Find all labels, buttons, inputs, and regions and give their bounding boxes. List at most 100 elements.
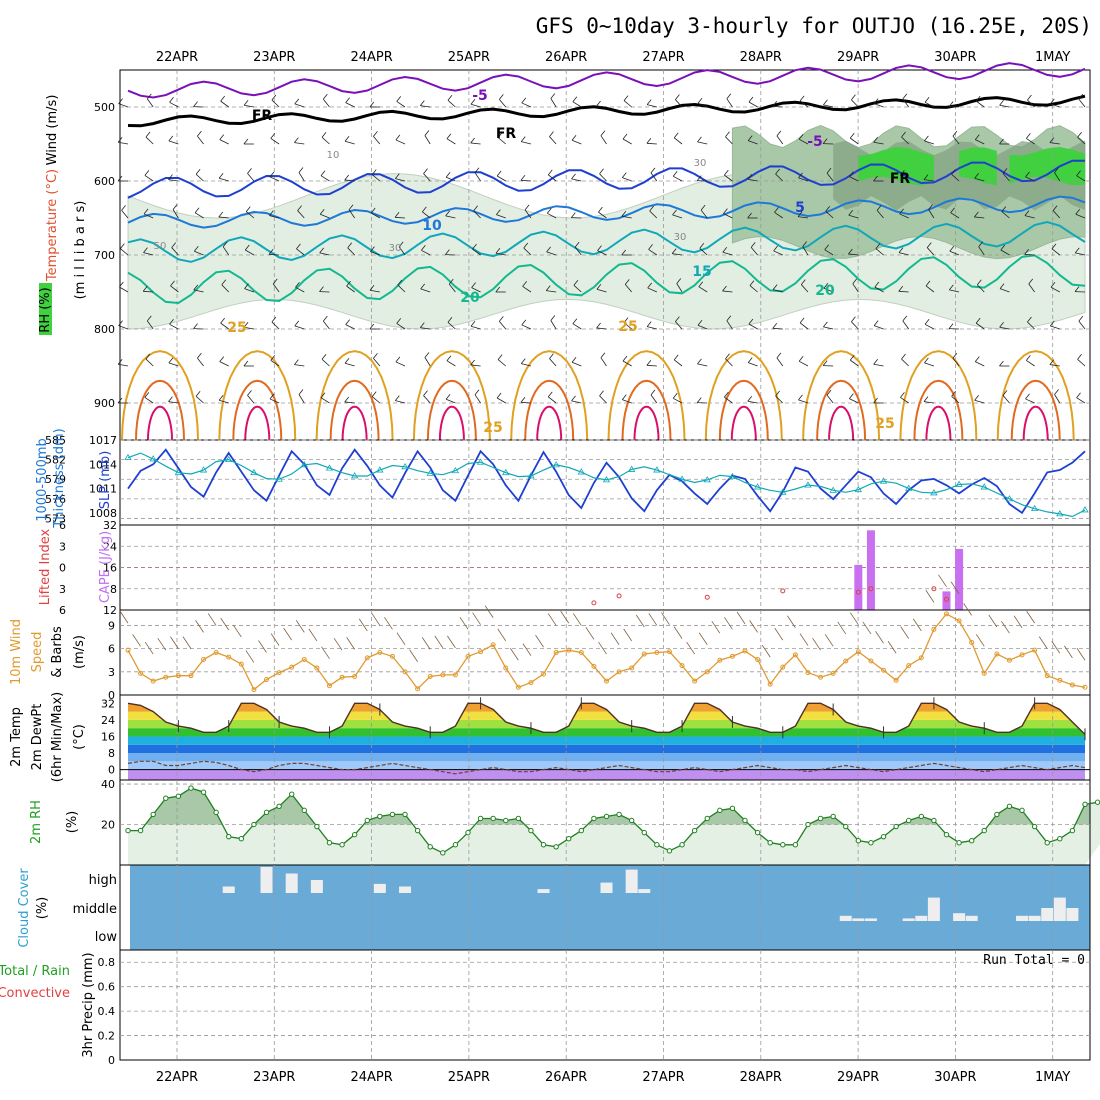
wind-barb-flag bbox=[650, 389, 656, 396]
wind-barb-flag bbox=[873, 359, 878, 365]
wind-speed-point bbox=[251, 687, 257, 693]
surface-wind-barb bbox=[875, 631, 884, 644]
wind-barb-flag bbox=[675, 316, 680, 322]
wind-barb-flag bbox=[697, 98, 703, 104]
wind-barb-flag bbox=[697, 320, 703, 326]
thickness-marker bbox=[325, 464, 334, 471]
rh-point bbox=[477, 815, 484, 822]
li-point bbox=[855, 589, 861, 595]
warm-isotherm bbox=[341, 405, 368, 441]
wind-barb bbox=[272, 283, 280, 293]
wind-barb-flag bbox=[621, 211, 627, 217]
wind-barb-flag bbox=[776, 352, 782, 359]
wind-barb bbox=[168, 362, 179, 367]
wind-barb bbox=[722, 251, 733, 256]
wind-barb-flag bbox=[978, 241, 983, 247]
rh-area-light bbox=[128, 788, 1100, 865]
wind-barb bbox=[1028, 283, 1035, 293]
date-label-top: 29APR bbox=[837, 50, 879, 65]
wind-barb-flag bbox=[851, 94, 856, 101]
wind-barb bbox=[319, 252, 330, 256]
thickness-tick: 579 bbox=[45, 473, 66, 486]
thickness-marker bbox=[728, 472, 737, 480]
wind-barb bbox=[398, 246, 406, 256]
wind-barb bbox=[370, 212, 381, 219]
wind-barb-flag bbox=[999, 360, 1004, 367]
rh-point bbox=[326, 840, 333, 846]
wind-barb-flag bbox=[247, 168, 252, 174]
wind-barb-flag bbox=[445, 210, 450, 217]
wind-barb-flag bbox=[1054, 389, 1059, 395]
li-point bbox=[704, 594, 710, 600]
wind-barb-flag bbox=[145, 131, 151, 138]
thickness-marker bbox=[879, 477, 888, 484]
wind-barb bbox=[899, 213, 909, 219]
wind-speed-point bbox=[818, 674, 824, 680]
wind-barb bbox=[472, 248, 481, 256]
surface-wind-barb bbox=[623, 628, 633, 642]
cape-tick: 16 bbox=[103, 562, 117, 575]
wind-barb bbox=[775, 173, 784, 182]
wind-barb bbox=[168, 140, 179, 145]
rh-point bbox=[868, 840, 874, 846]
rh-point bbox=[729, 805, 736, 812]
wind-speed-point bbox=[629, 665, 635, 671]
wind-barb bbox=[999, 104, 1010, 108]
wind-barb-flag bbox=[849, 171, 854, 177]
wind-barb bbox=[1054, 172, 1061, 182]
slp-tick: 1017 bbox=[89, 434, 117, 447]
thickness-marker bbox=[905, 484, 913, 491]
wind-barb-flag bbox=[646, 360, 652, 366]
wind-barb bbox=[520, 401, 531, 404]
wind-barb-flag bbox=[422, 206, 427, 213]
warm-isotherm bbox=[426, 379, 477, 441]
wind-barb bbox=[294, 103, 305, 108]
rh-point bbox=[566, 835, 572, 842]
wind-barb-flag bbox=[672, 393, 678, 399]
rh-contour-label: 30 bbox=[694, 158, 707, 169]
wind-speed-point bbox=[326, 683, 332, 689]
wind-speed-point bbox=[163, 674, 169, 680]
surface-wind-barb bbox=[232, 624, 242, 638]
temp-tick: 16 bbox=[101, 730, 115, 743]
wind-barb bbox=[245, 249, 255, 256]
wind-speed-point bbox=[138, 670, 144, 676]
wind-barb-flag bbox=[320, 392, 326, 398]
wind-barb-flag bbox=[1049, 137, 1055, 143]
wind-barb bbox=[725, 358, 733, 367]
wind-barb bbox=[848, 214, 859, 219]
wind-speed-point bbox=[402, 669, 408, 675]
wind-barb bbox=[697, 363, 708, 367]
warm-isotherm bbox=[633, 405, 660, 441]
wind-barb bbox=[898, 252, 909, 256]
contour-label: 20 bbox=[460, 290, 480, 306]
wind-speed-point bbox=[717, 657, 723, 663]
surface-wind-barb bbox=[497, 628, 507, 642]
wind-barb bbox=[221, 284, 230, 293]
rh-point bbox=[389, 811, 396, 818]
wind-barb-flag bbox=[373, 353, 378, 359]
wind-barb bbox=[344, 362, 355, 367]
wind-speed-point bbox=[578, 650, 584, 655]
wind-barb-flag bbox=[1077, 132, 1082, 138]
wind-barb-flag bbox=[647, 282, 653, 289]
wind-speed-point bbox=[352, 673, 358, 679]
wind-barb-flag bbox=[298, 167, 304, 173]
thickness-marker bbox=[678, 475, 686, 482]
high-cloud-bar bbox=[310, 880, 323, 893]
wind-barb-flag bbox=[347, 242, 353, 249]
wind-barb-flag bbox=[646, 99, 652, 105]
rh2m-label: 2m RH bbox=[29, 800, 44, 844]
wind-barb-flag bbox=[395, 395, 400, 401]
wind-speed-point bbox=[503, 665, 509, 671]
thickness-marker bbox=[552, 461, 560, 468]
wind-barb-flag bbox=[319, 286, 324, 292]
wind-barb bbox=[296, 248, 305, 256]
rh-point bbox=[414, 827, 421, 834]
chart-title: GFS 0~10day 3-hourly for OUTJO (16.25E, … bbox=[536, 14, 1092, 38]
wind-barb bbox=[826, 172, 834, 182]
wind-barb-flag bbox=[499, 94, 504, 100]
wind-barb-flag bbox=[747, 174, 753, 180]
temp-tick: 0 bbox=[108, 764, 115, 777]
wind-speed-point bbox=[150, 678, 156, 684]
